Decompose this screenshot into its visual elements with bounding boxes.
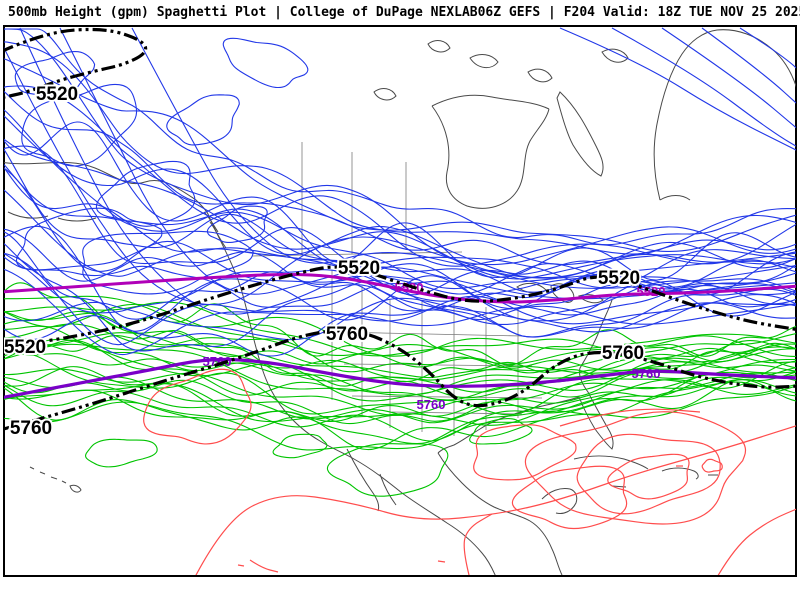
contour-label-5520: 5520 xyxy=(598,268,640,289)
contour-label-5760: 5760 xyxy=(602,343,644,364)
mean-5520 xyxy=(4,272,796,304)
ensemble-mean-lines xyxy=(4,272,796,399)
valid-time-info: 06Z GEFS | F204 Valid: 18Z TUE NOV 25 20… xyxy=(477,5,800,20)
contour-label-5520: 5520 xyxy=(36,84,78,105)
members-5760 xyxy=(4,282,796,497)
mean-contour-label-5520: 5520 xyxy=(637,284,666,299)
contour-label-5760: 5760 xyxy=(10,418,52,439)
members-southern-red xyxy=(143,368,796,575)
contour-label-5760: 5760 xyxy=(326,324,368,345)
geography-outlines xyxy=(4,29,796,575)
contour-label-5520: 5520 xyxy=(4,337,46,358)
operational-run-lines xyxy=(4,27,796,431)
mean-contour-label-5760: 5760 xyxy=(632,366,661,381)
map-border xyxy=(3,25,797,577)
contour-label-5520: 5520 xyxy=(338,258,380,279)
title-bar: 500mb Height (gpm) Spaghetti Plot | Coll… xyxy=(0,0,800,25)
members-5520 xyxy=(4,27,796,357)
product-title: 500mb Height (gpm) Spaghetti Plot | Coll… xyxy=(8,5,478,20)
mean-5760 xyxy=(4,357,796,399)
mean-contour-label-5760: 5760 xyxy=(417,397,446,412)
operational-contour-labels: 5520 5520 5520 5520 5760 5760 5760 xyxy=(4,82,646,441)
mean-contour-label-5760: 5760 xyxy=(203,354,232,369)
operational-5520-loop xyxy=(4,27,148,99)
